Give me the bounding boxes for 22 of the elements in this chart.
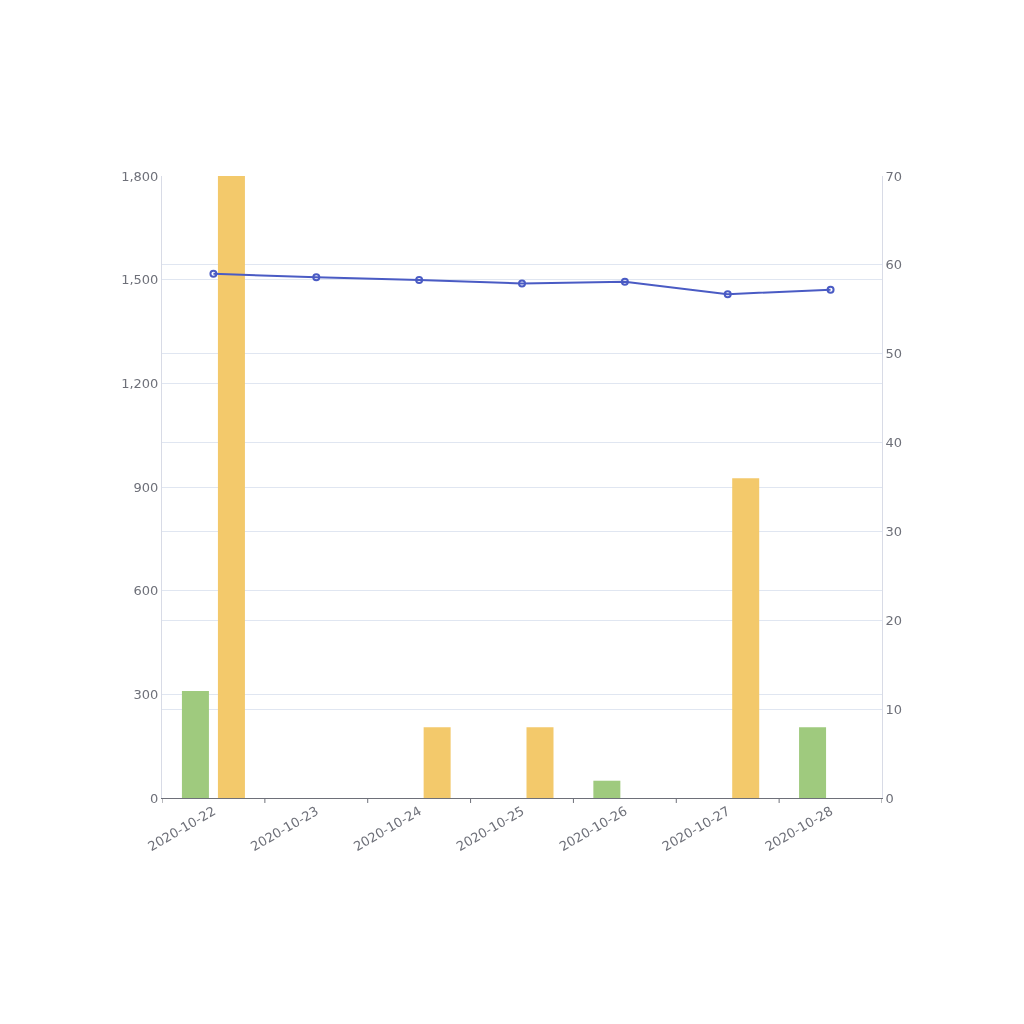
y2-tick-label: 70 bbox=[885, 168, 903, 184]
y2-tick-label: 30 bbox=[885, 523, 903, 539]
y2-tick-label: 60 bbox=[885, 257, 903, 273]
y-tick-label: 600 bbox=[133, 583, 159, 599]
y2-tick-label: 50 bbox=[885, 346, 903, 362]
y2-tick-label: 40 bbox=[885, 435, 903, 451]
bar bbox=[526, 727, 554, 798]
y-tick-label: 1,500 bbox=[121, 272, 159, 288]
bar bbox=[181, 690, 209, 798]
y-tick-label: 900 bbox=[133, 479, 159, 495]
y2-tick-label: 0 bbox=[885, 790, 894, 806]
bar bbox=[423, 727, 451, 798]
y-tick-label: 300 bbox=[133, 686, 159, 702]
y-tick-label: 1,200 bbox=[121, 375, 159, 391]
y2-tick-label: 20 bbox=[885, 612, 903, 628]
y2-tick-label: 10 bbox=[885, 701, 903, 717]
bar bbox=[732, 478, 760, 798]
bar bbox=[799, 727, 827, 798]
y-tick-label: 0 bbox=[150, 790, 159, 806]
bar bbox=[217, 176, 245, 798]
y-tick-label: 1,800 bbox=[121, 168, 159, 184]
bar bbox=[593, 780, 621, 798]
